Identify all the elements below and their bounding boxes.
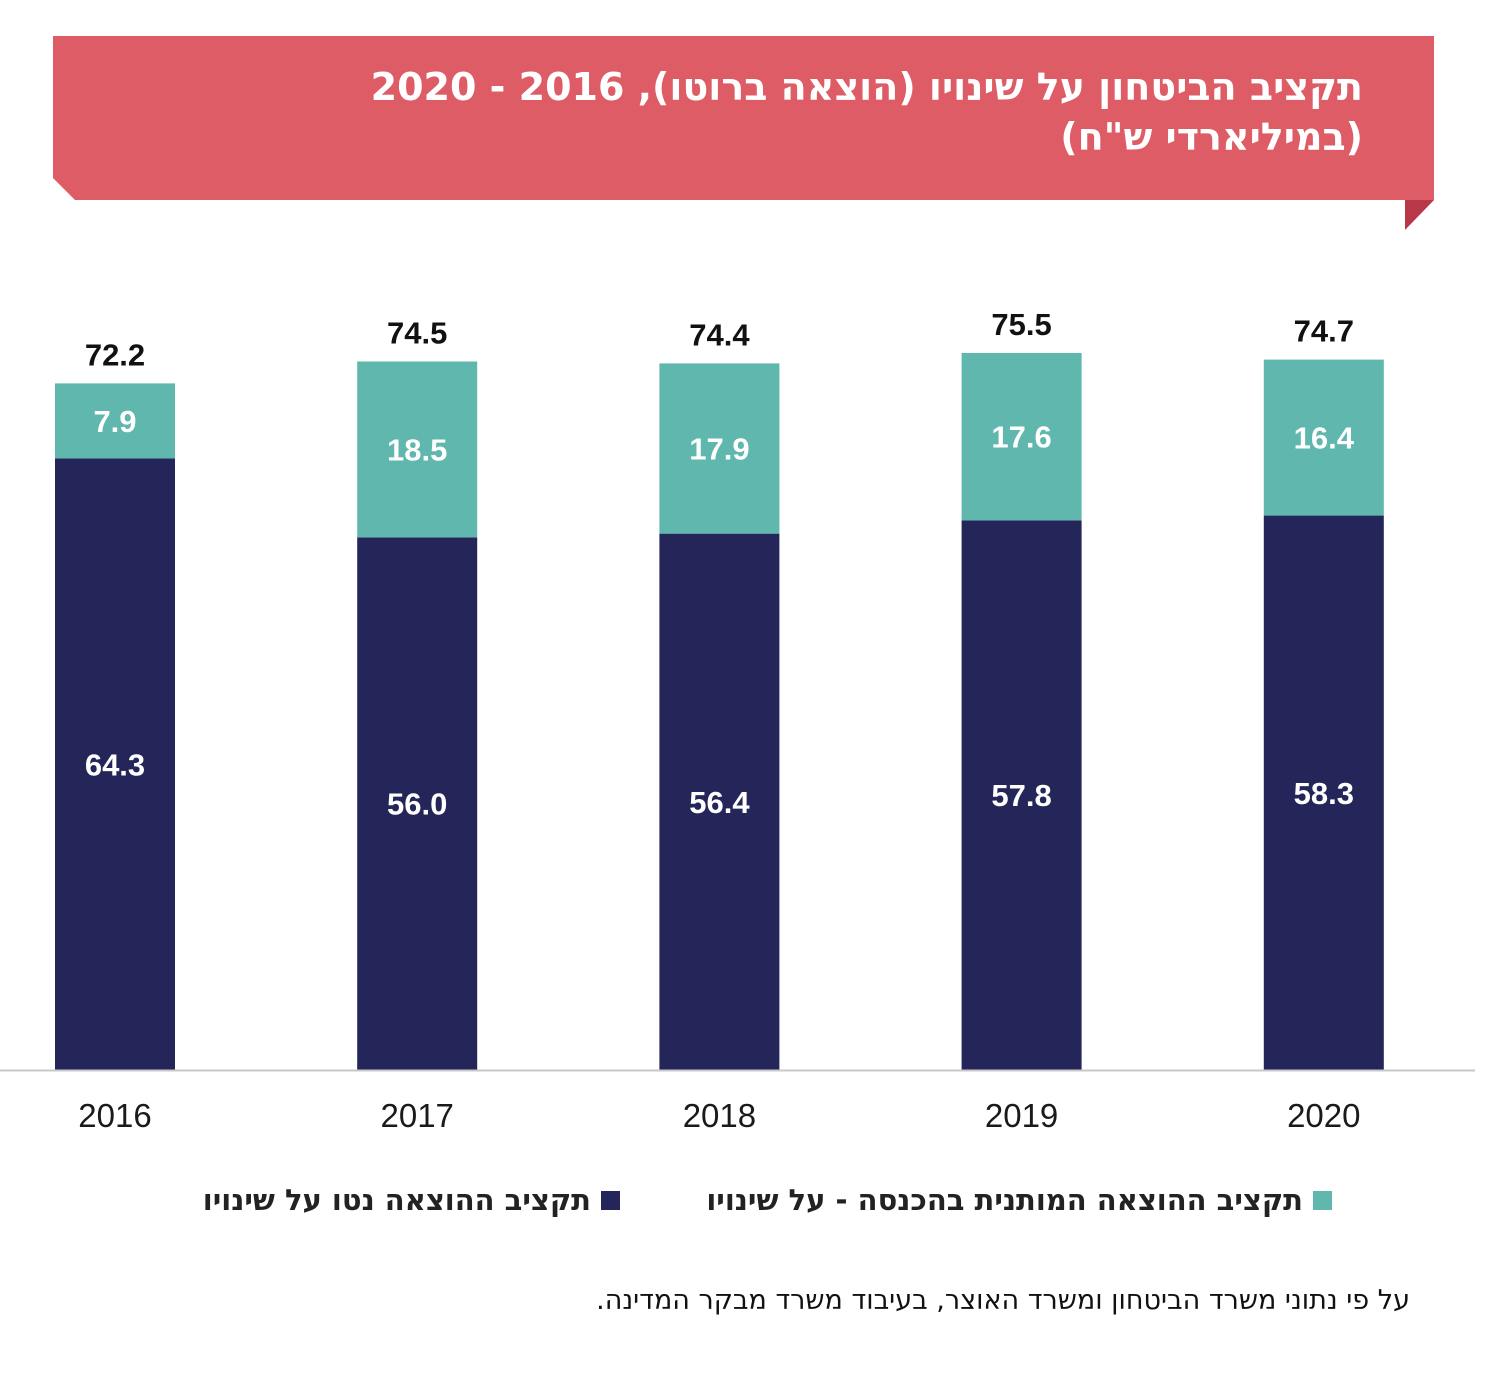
stacked-bar-chart: 64.3 7.9 72.2 2016 56.0 18.5 74.5 2017 56.4 17.9 7…: [0, 307, 1475, 1134]
x-tick-label-2016: 2016: [78, 1097, 151, 1134]
total-label-2018: 74.4: [689, 317, 750, 352]
legend-item-net: תקציב ההוצאה נטו על שינויו: [203, 1183, 620, 1217]
value-label-net-2020: 58.3: [1294, 776, 1354, 811]
banner-ribbon: [53, 36, 1434, 200]
bar-conditional-2017: [357, 361, 478, 538]
chart-legend: תקציב ההוצאה המותנית בהכנסה - על שינויו …: [0, 1183, 1490, 1233]
value-label-conditional-2016: 7.9: [93, 404, 136, 439]
value-label-net-2018: 56.4: [689, 785, 750, 820]
banner-fold: [1405, 200, 1434, 230]
bar-net-2019: [961, 520, 1082, 1070]
bar-conditional-2019: [961, 352, 1082, 521]
value-label-net-2017: 56.0: [387, 787, 447, 822]
x-tick-label-2018: 2018: [683, 1097, 756, 1134]
bar-net-2020: [1263, 515, 1384, 1070]
bar-net-2017: [357, 537, 478, 1070]
legend-swatch-conditional: [1313, 1190, 1332, 1210]
legend-label-conditional: תקציב ההוצאה המותנית בהכנסה - על שינויו: [706, 1183, 1303, 1217]
source-note: על פי נתוני משרד הביטחון ומשרד האוצר, בע…: [596, 1285, 1410, 1316]
value-label-conditional-2017: 18.5: [387, 432, 447, 467]
legend-label-net: תקציב ההוצאה נטו על שינויו: [202, 1183, 591, 1217]
total-label-2017: 74.5: [387, 316, 447, 351]
value-label-net-2019: 57.8: [991, 778, 1051, 813]
legend-item-conditional: תקציב ההוצאה המותנית בהכנסה - על שינויו: [706, 1183, 1332, 1217]
total-label-2020: 74.7: [1294, 314, 1354, 349]
x-tick-label-2019: 2019: [985, 1097, 1058, 1134]
value-label-net-2016: 64.3: [85, 747, 145, 782]
bar-net-2018: [659, 533, 780, 1070]
value-label-conditional-2018: 17.9: [689, 432, 749, 467]
bar-conditional-2018: [659, 363, 780, 534]
value-label-conditional-2020: 16.4: [1294, 421, 1355, 456]
bar-conditional-2016: [55, 383, 175, 459]
title-banner: [53, 36, 1434, 230]
legend-swatch-net: [601, 1190, 620, 1210]
value-label-conditional-2019: 17.6: [991, 420, 1051, 455]
chart-title: תקציב הביטחון על שינויו (הוצאה ברוטו), 2…: [370, 65, 1363, 159]
x-tick-label-2017: 2017: [380, 1097, 453, 1134]
total-label-2019: 75.5: [991, 307, 1051, 342]
bar-net-2016: [55, 458, 175, 1071]
total-label-2016: 72.2: [85, 337, 145, 372]
x-tick-label-2020: 2020: [1287, 1097, 1360, 1134]
bar-conditional-2020: [1263, 359, 1384, 516]
